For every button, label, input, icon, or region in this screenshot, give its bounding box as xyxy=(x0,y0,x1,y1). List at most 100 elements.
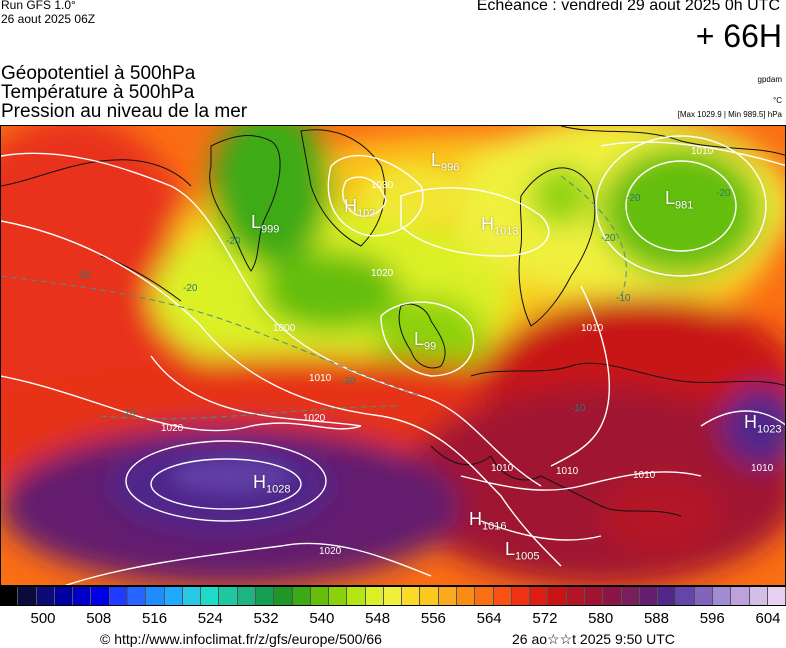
color-scale-tick: 596 xyxy=(699,610,725,627)
isobar-label: 1010 xyxy=(556,466,579,477)
issued-timestamp: 26 ao☆☆t 2025 9:50 UTC xyxy=(512,631,675,647)
color-swatch xyxy=(54,587,74,605)
color-swatch xyxy=(438,587,458,605)
isobar-label: 1010 xyxy=(751,463,774,474)
isobars xyxy=(1,135,785,585)
color-scale-tick: 556 xyxy=(420,610,446,627)
unit-temperature: °C xyxy=(773,96,782,105)
color-swatch xyxy=(310,587,330,605)
pressure-system: L996 xyxy=(431,150,460,174)
color-swatch xyxy=(475,587,494,605)
temperature-label: -20 xyxy=(226,236,241,247)
color-swatch xyxy=(694,587,713,605)
run-label: Run GFS 1.0° xyxy=(1,0,76,12)
color-swatch xyxy=(548,587,567,605)
color-swatch xyxy=(219,587,238,605)
color-swatch xyxy=(749,587,768,605)
isobar-label: 1010 xyxy=(491,463,514,474)
color-scale-tick: 524 xyxy=(197,610,223,627)
color-swatch xyxy=(36,587,55,605)
temperature-label: -20 xyxy=(626,193,641,204)
pressure-system: H1028 xyxy=(253,472,291,496)
isobar-label: 1000 xyxy=(273,323,296,334)
pressure-system: L999 xyxy=(251,212,280,236)
isobar-label: 1010 xyxy=(633,470,656,481)
color-swatch xyxy=(712,587,732,605)
color-swatch xyxy=(585,587,604,605)
color-scale-tick: 516 xyxy=(142,610,168,627)
color-swatch xyxy=(146,587,165,605)
color-swatch xyxy=(73,587,92,605)
pressure-system: L1005 xyxy=(505,539,540,563)
isobar-labels: 1010 1020 1030 1000 1010 1020 1010 1010 … xyxy=(161,146,774,557)
color-swatch xyxy=(511,587,531,605)
color-swatch xyxy=(530,587,549,605)
isobar-label: 1010 xyxy=(691,146,714,157)
color-scale-tick: 500 xyxy=(30,610,56,627)
weather-map-canvas: 1010 1020 1030 1000 1010 1020 1010 1010 … xyxy=(1,126,785,585)
color-swatch xyxy=(18,587,37,605)
weather-map: 1010 1020 1030 1000 1010 1020 1010 1010 … xyxy=(0,125,786,586)
unit-pressure-range: [Max 1029.9 | Min 989.5] hPa xyxy=(677,110,782,119)
color-swatch xyxy=(127,587,147,605)
pressure-system: H1013 xyxy=(481,214,519,238)
color-swatch xyxy=(237,587,256,605)
temperature-label: -10 xyxy=(121,408,136,419)
temperature-label: -20 xyxy=(716,188,731,199)
isobar-label: 1030 xyxy=(371,180,394,191)
color-scale-tick: 572 xyxy=(532,610,558,627)
color-swatch xyxy=(639,587,659,605)
color-scale-tick: 580 xyxy=(588,610,614,627)
color-scale-ticks: 500 508 516 524 532 540 548 556 564 572 580 588 596 6… xyxy=(0,610,786,628)
color-swatch xyxy=(493,587,512,605)
color-swatch xyxy=(420,587,439,605)
color-swatch xyxy=(109,587,128,605)
color-swatch xyxy=(255,587,275,605)
color-swatch xyxy=(182,587,202,605)
temperature-label: -20 xyxy=(183,283,198,294)
color-scale-tick: 548 xyxy=(365,610,391,627)
temperature-label: -10 xyxy=(616,293,631,304)
temperature-label: -20 xyxy=(341,376,356,387)
color-swatch xyxy=(603,587,622,605)
color-swatch xyxy=(274,587,293,605)
isobar-label: 1010 xyxy=(581,323,604,334)
color-swatch xyxy=(402,587,421,605)
color-swatch xyxy=(767,587,786,605)
isotherms xyxy=(1,175,627,420)
color-scale-tick: 508 xyxy=(86,610,112,627)
coastlines xyxy=(1,126,785,517)
color-swatch xyxy=(329,587,348,605)
color-swatch xyxy=(621,587,640,605)
run-date: 26 aout 2025 06Z xyxy=(1,12,96,26)
color-scale-tick: 564 xyxy=(476,610,502,627)
title-temperature: Température à 500hPa xyxy=(1,82,195,103)
color-swatch xyxy=(676,587,695,605)
color-swatch xyxy=(347,587,366,605)
color-swatch xyxy=(0,587,19,605)
color-scale-tick: 588 xyxy=(643,610,669,627)
pressure-system: H102 xyxy=(344,196,376,220)
color-scale-tick: 540 xyxy=(309,610,335,627)
color-swatch xyxy=(457,587,476,605)
isobar-label: 1020 xyxy=(371,268,394,279)
isobar-label: 1020 xyxy=(319,546,342,557)
temperature-label: -20 xyxy=(76,270,91,281)
color-swatch xyxy=(292,587,311,605)
pressure-system: H1023 xyxy=(744,412,782,436)
color-swatch xyxy=(91,587,110,605)
color-swatch xyxy=(731,587,750,605)
forecast-valid-time: Echéance : vendredi 29 aout 2025 0h UTC xyxy=(476,0,780,14)
isobar-label: 1020 xyxy=(161,423,184,434)
temperature-label: -20 xyxy=(601,233,616,244)
lead-time: + 66H xyxy=(695,18,782,54)
temperature-label: -10 xyxy=(571,403,586,414)
pressure-system: L981 xyxy=(665,188,694,212)
isobar-label: 1010 xyxy=(309,373,332,384)
unit-geopotential: gpdam xyxy=(757,75,782,84)
color-scale-tick: 532 xyxy=(253,610,279,627)
color-swatch xyxy=(658,587,677,605)
color-scale-tick: 604 xyxy=(755,610,781,627)
color-swatch xyxy=(201,587,220,605)
isobar-label: 1020 xyxy=(303,413,326,424)
